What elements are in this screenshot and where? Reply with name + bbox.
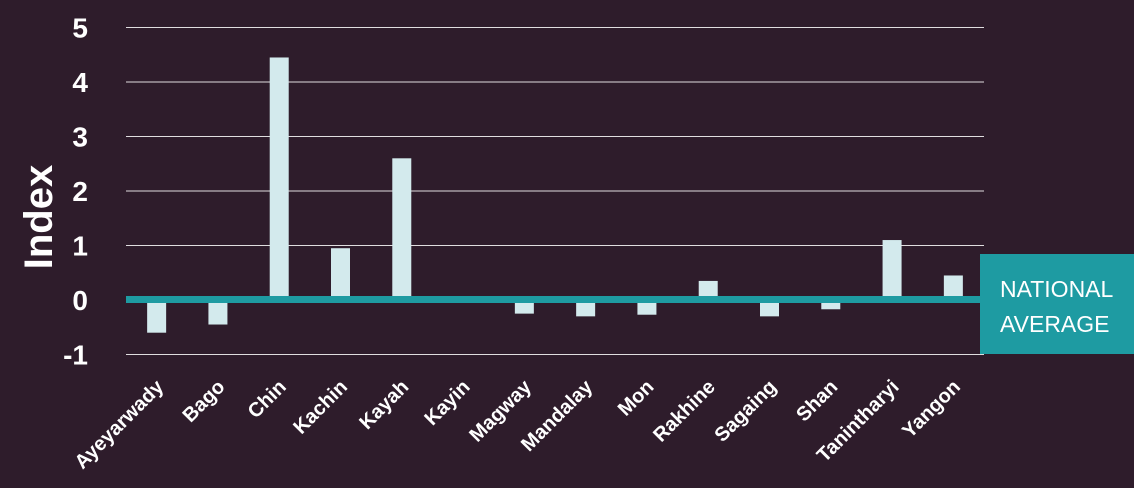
bar-ayeyarwady — [147, 300, 167, 333]
y-axis-title: Index — [17, 165, 61, 269]
national-average-label-line1: NATIONAL — [1000, 276, 1114, 302]
category-label: Ayeyarwady — [71, 375, 169, 473]
bar-yangon — [943, 275, 963, 300]
bars — [147, 57, 963, 333]
category-label: Mon — [614, 376, 659, 421]
bar-bago — [208, 300, 228, 325]
y-tick-label: 5 — [72, 13, 88, 44]
grid-lines — [126, 27, 984, 355]
y-tick-label: 4 — [72, 67, 88, 98]
national-average-label-line2: AVERAGE — [1000, 311, 1110, 337]
category-label: Kayah — [355, 376, 413, 434]
y-tick-labels: -1 0 1 2 3 4 5 — [63, 13, 88, 371]
y-tick-label: -1 — [63, 340, 88, 371]
category-label: Chin — [244, 376, 291, 423]
category-label: Sagaing — [710, 376, 781, 447]
national-average-line — [126, 296, 980, 303]
category-label: Yangon — [898, 376, 965, 443]
bar-magway — [514, 300, 534, 314]
bar-shan — [821, 300, 841, 310]
category-label: Kachin — [289, 376, 352, 439]
category-label: Bago — [179, 376, 230, 427]
bar-rakhine — [698, 280, 718, 300]
bar-kayah — [392, 158, 412, 300]
bar-mandalay — [576, 300, 596, 317]
national-average-label-box — [980, 254, 1134, 354]
y-tick-label: 2 — [72, 176, 88, 207]
y-tick-label: 1 — [72, 231, 88, 262]
category-label: Shan — [792, 376, 842, 426]
category-label: Rakhine — [649, 376, 720, 447]
y-tick-label: 3 — [72, 122, 88, 153]
category-label: Kayin — [421, 376, 475, 430]
bar-chin — [269, 57, 289, 300]
national-average-marker: NATIONAL AVERAGE — [126, 254, 1134, 354]
bar-sagaing — [760, 300, 779, 317]
y-tick-label: 0 — [72, 285, 88, 316]
bar-kachin — [331, 248, 350, 300]
bar-tanintharyi — [882, 240, 902, 300]
bar-mon — [637, 300, 657, 315]
